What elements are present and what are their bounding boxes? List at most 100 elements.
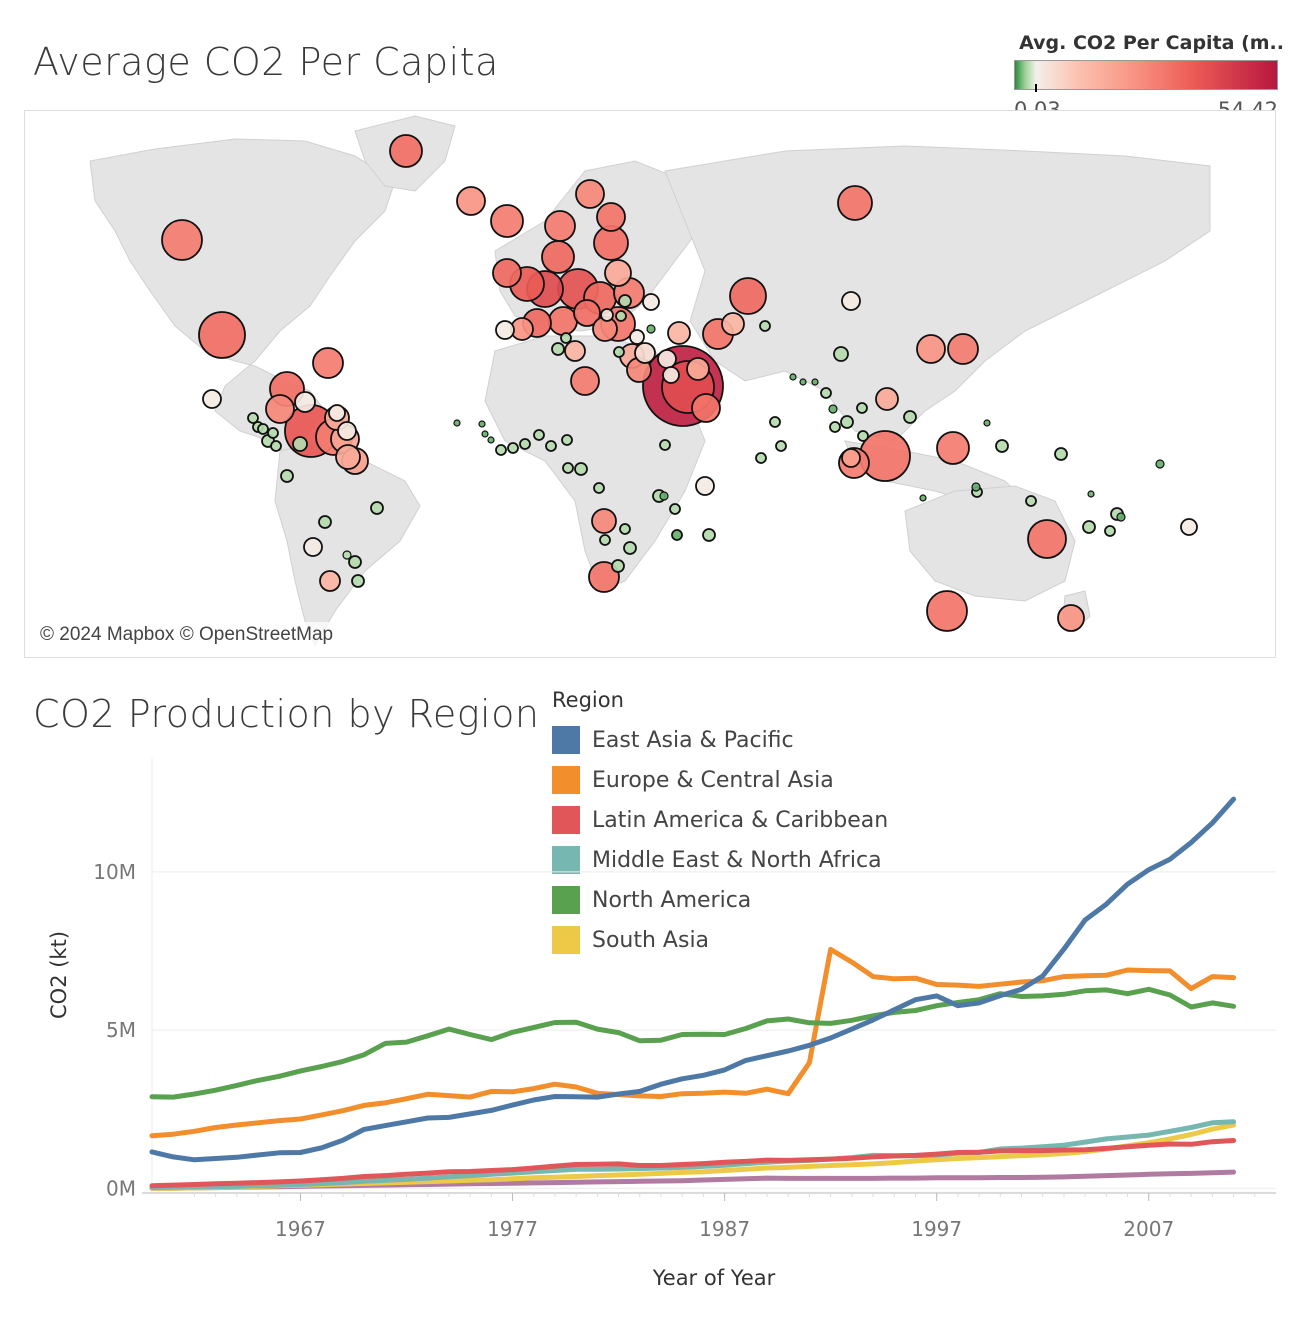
world-map-canvas[interactable] <box>25 111 1275 657</box>
country-bubble[interactable] <box>611 559 625 573</box>
country-bubble[interactable] <box>453 419 461 427</box>
country-bubble[interactable] <box>328 404 346 422</box>
country-bubble[interactable] <box>265 394 295 424</box>
country-bubble[interactable] <box>769 416 781 428</box>
country-bubble[interactable] <box>574 462 588 476</box>
country-bubble[interactable] <box>573 299 601 327</box>
country-bubble[interactable] <box>695 476 715 496</box>
country-bubble[interactable] <box>370 501 384 515</box>
country-bubble[interactable] <box>1082 520 1096 534</box>
country-bubble[interactable] <box>995 439 1009 453</box>
country-bubble[interactable] <box>599 534 611 546</box>
country-bubble[interactable] <box>351 574 365 588</box>
legend-item[interactable]: Latin America & Caribbean <box>552 800 888 840</box>
country-bubble[interactable] <box>337 421 357 441</box>
country-bubble[interactable] <box>729 277 767 315</box>
country-bubble[interactable] <box>319 570 341 592</box>
country-bubble[interactable] <box>619 523 631 535</box>
country-bubble[interactable] <box>659 491 669 501</box>
country-bubble[interactable] <box>811 378 819 386</box>
country-bubble[interactable] <box>657 349 677 369</box>
country-bubble[interactable] <box>570 366 600 396</box>
country-bubble[interactable] <box>646 324 656 334</box>
country-bubble[interactable] <box>478 420 486 428</box>
country-bubble[interactable] <box>292 436 308 452</box>
country-bubble[interactable] <box>561 434 573 446</box>
country-bubbles[interactable] <box>161 134 1198 632</box>
legend-item[interactable]: Europe & Central Asia <box>552 760 888 800</box>
country-bubble[interactable] <box>1025 495 1037 507</box>
country-bubble[interactable] <box>507 442 519 454</box>
country-bubble[interactable] <box>755 452 767 464</box>
country-bubble[interactable] <box>490 204 524 238</box>
map-credit[interactable]: © 2024 Mapbox © OpenStreetMap <box>32 622 342 648</box>
series-line-middle-east-north-africa[interactable] <box>149 1119 1237 1191</box>
country-bubble[interactable] <box>1057 604 1085 632</box>
country-bubble[interactable] <box>202 389 222 409</box>
country-bubble[interactable] <box>1180 518 1198 536</box>
country-bubble[interactable] <box>799 378 807 386</box>
country-bubble[interactable] <box>983 419 991 427</box>
country-bubble[interactable] <box>971 482 981 492</box>
country-bubble[interactable] <box>691 393 721 423</box>
country-bubble[interactable] <box>560 332 572 344</box>
series-line-north-america[interactable] <box>149 986 1237 1100</box>
country-bubble[interactable] <box>841 291 861 311</box>
country-bubble[interactable] <box>686 357 710 381</box>
country-bubble[interactable] <box>671 529 683 541</box>
world-map[interactable] <box>24 110 1276 658</box>
country-bubble[interactable] <box>919 494 927 502</box>
country-bubble[interactable] <box>562 462 574 474</box>
country-bubble[interactable] <box>659 439 671 451</box>
country-bubble[interactable] <box>267 427 279 439</box>
country-bubble[interactable] <box>702 528 716 542</box>
country-bubble[interactable] <box>926 590 968 632</box>
country-bubble[interactable] <box>903 410 917 424</box>
series-line-east-asia-pacific[interactable] <box>149 796 1237 1163</box>
country-bubble[interactable] <box>947 333 979 365</box>
legend-item[interactable]: South Asia <box>552 920 888 960</box>
country-bubble[interactable] <box>591 508 617 534</box>
series-lines[interactable] <box>149 796 1237 1191</box>
country-bubble[interactable] <box>548 306 578 336</box>
country-bubble[interactable] <box>820 387 832 399</box>
country-bubble[interactable] <box>840 415 854 429</box>
country-bubble[interactable] <box>495 320 515 340</box>
country-bubble[interactable] <box>936 431 970 465</box>
country-bubble[interactable] <box>916 334 946 364</box>
country-bubble[interactable] <box>828 404 838 414</box>
country-bubble[interactable] <box>634 342 656 364</box>
country-bubble[interactable] <box>604 259 632 287</box>
country-bubble[interactable] <box>841 448 861 468</box>
series-line-europe-central-asia[interactable] <box>149 946 1237 1139</box>
legend-item[interactable]: Middle East & North Africa <box>552 840 888 880</box>
country-bubble[interactable] <box>294 391 316 413</box>
country-bubble[interactable] <box>303 537 323 557</box>
country-bubble[interactable] <box>1087 490 1095 498</box>
country-bubble[interactable] <box>629 329 645 345</box>
country-bubble[interactable] <box>615 310 627 322</box>
country-bubble[interactable] <box>335 444 361 470</box>
country-bubble[interactable] <box>759 320 771 332</box>
country-bubble[interactable] <box>545 440 557 452</box>
country-bubble[interactable] <box>588 561 620 593</box>
country-bubble[interactable] <box>544 210 576 242</box>
country-bubble[interactable] <box>642 293 660 311</box>
country-bubble[interactable] <box>551 342 565 356</box>
country-bubble[interactable] <box>257 423 269 435</box>
country-bubble[interactable] <box>270 440 282 452</box>
country-bubble[interactable] <box>564 340 586 362</box>
country-bubble[interactable] <box>721 312 745 336</box>
country-bubble[interactable] <box>389 134 423 168</box>
series-line-latin-america-caribbean[interactable] <box>149 1138 1237 1189</box>
country-bubble[interactable] <box>667 321 691 345</box>
country-bubble[interactable] <box>312 347 344 379</box>
country-bubble[interactable] <box>789 373 797 381</box>
country-bubble[interactable] <box>342 550 352 560</box>
country-bubble[interactable] <box>161 219 203 261</box>
country-bubble[interactable] <box>280 469 294 483</box>
country-bubble[interactable] <box>487 436 495 444</box>
country-bubble[interactable] <box>829 421 841 433</box>
country-bubble[interactable] <box>541 240 575 274</box>
country-bubble[interactable] <box>623 541 637 555</box>
